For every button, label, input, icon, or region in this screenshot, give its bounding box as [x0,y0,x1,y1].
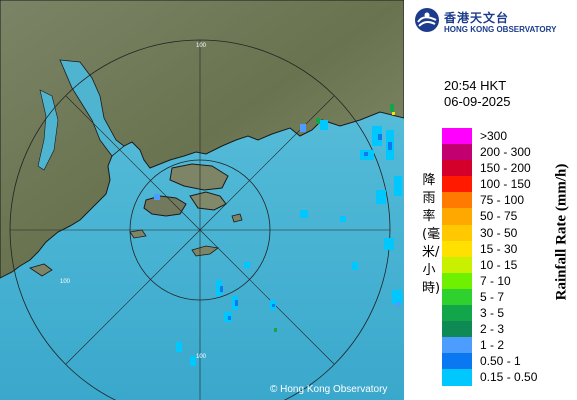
legend-label: 3 - 5 [480,306,505,321]
legend-swatch [442,337,472,354]
ring-label-west: 100 [60,279,71,285]
legend-label: 0.15 - 0.50 [480,370,538,385]
small-islands [29,213,243,277]
legend-row: 3 - 5 [442,305,572,322]
legend-swatch [442,369,472,386]
legend-label: 30 - 50 [480,225,518,240]
legend-label: 15 - 30 [480,241,518,256]
logo-text-chinese: 香港天文台 [444,11,510,25]
estuary-channel [59,59,125,157]
legend-label: 5 - 7 [480,289,505,304]
lantau-island [143,195,187,217]
legend-label: 200 - 300 [480,145,531,160]
radar-map-svg: 100 100 100 [0,0,404,400]
legend-swatch [442,176,472,193]
legend-swatch [442,272,472,289]
legend-swatch [442,144,472,161]
ring-label-south: 100 [196,354,207,360]
legend-label: >300 [480,129,508,143]
legend-swatch [442,192,472,209]
legend-row: 0.50 - 1 [442,353,572,370]
ring-label-north: 100 [196,43,207,49]
legend-label: 10 - 15 [480,257,518,272]
info-panel: 香港天文台 HONG KONG OBSERVATORY 20:54 HKT 06… [404,0,577,400]
legend-title-english: Rainfall Rate (mm/h) [553,163,570,301]
hko-logo-icon [415,8,439,32]
legend-swatch [442,288,472,306]
hko-logo: 香港天文台 HONG KONG OBSERVATORY [414,7,574,37]
observation-time: 20:54 HKT [444,78,507,93]
mainland-china [0,0,404,279]
legend-swatch [442,256,472,273]
legend-swatch [442,224,472,241]
legend-swatch [442,160,472,177]
legend-row: 1 - 2 [442,337,572,354]
legend-row: 15 - 30 [442,240,572,257]
legend-row: 30 - 50 [442,224,572,241]
legend-label: 150 - 200 [480,161,531,176]
legend-label: 50 - 75 [480,209,518,224]
legend-label: 100 - 150 [480,177,531,192]
legend-label: 2 - 3 [480,322,505,337]
copyright-notice: © Hong Kong Observatory [270,384,388,395]
radar-map: 100 100 100 [0,0,404,400]
legend-row: 100 - 150 [442,176,572,193]
legend-row: 75 - 100 [442,192,572,209]
legend-row: 10 - 15 [442,256,572,273]
observation-date: 06-09-2025 [444,94,511,109]
rain-echoes [154,104,402,366]
legend-swatch [442,128,472,145]
legend-swatch [442,240,472,257]
legend-swatch [442,321,472,338]
radial-lines [10,40,390,400]
legend-row: 150 - 200 [442,160,572,177]
legend-label: 1 - 2 [480,338,505,353]
legend-row: >300 [442,128,572,145]
rainfall-legend: >300 200 - 300 150 - 200 100 - 150 75 - 100 5… [442,128,572,386]
legend-row: 7 - 10 [442,272,572,289]
logo-text-english: HONG KONG OBSERVATORY [444,25,557,34]
kowloon-peninsula [169,163,229,191]
legend-row: 50 - 75 [442,208,572,225]
legend-label: 75 - 100 [480,193,525,208]
legend-row: 0.15 - 0.50 [442,369,572,386]
legend-row: 2 - 3 [442,321,572,338]
legend-swatch [442,353,472,370]
legend-swatch [442,305,472,322]
legend-title-chinese: 降雨率(毫米/小時) [422,173,441,296]
legend-label: 7 - 10 [480,273,511,288]
legend-row: 200 - 300 [442,144,572,161]
legend-label: 0.50 - 1 [480,354,521,369]
legend-row: 5 - 7 [442,288,572,306]
legend-swatch [442,208,472,225]
